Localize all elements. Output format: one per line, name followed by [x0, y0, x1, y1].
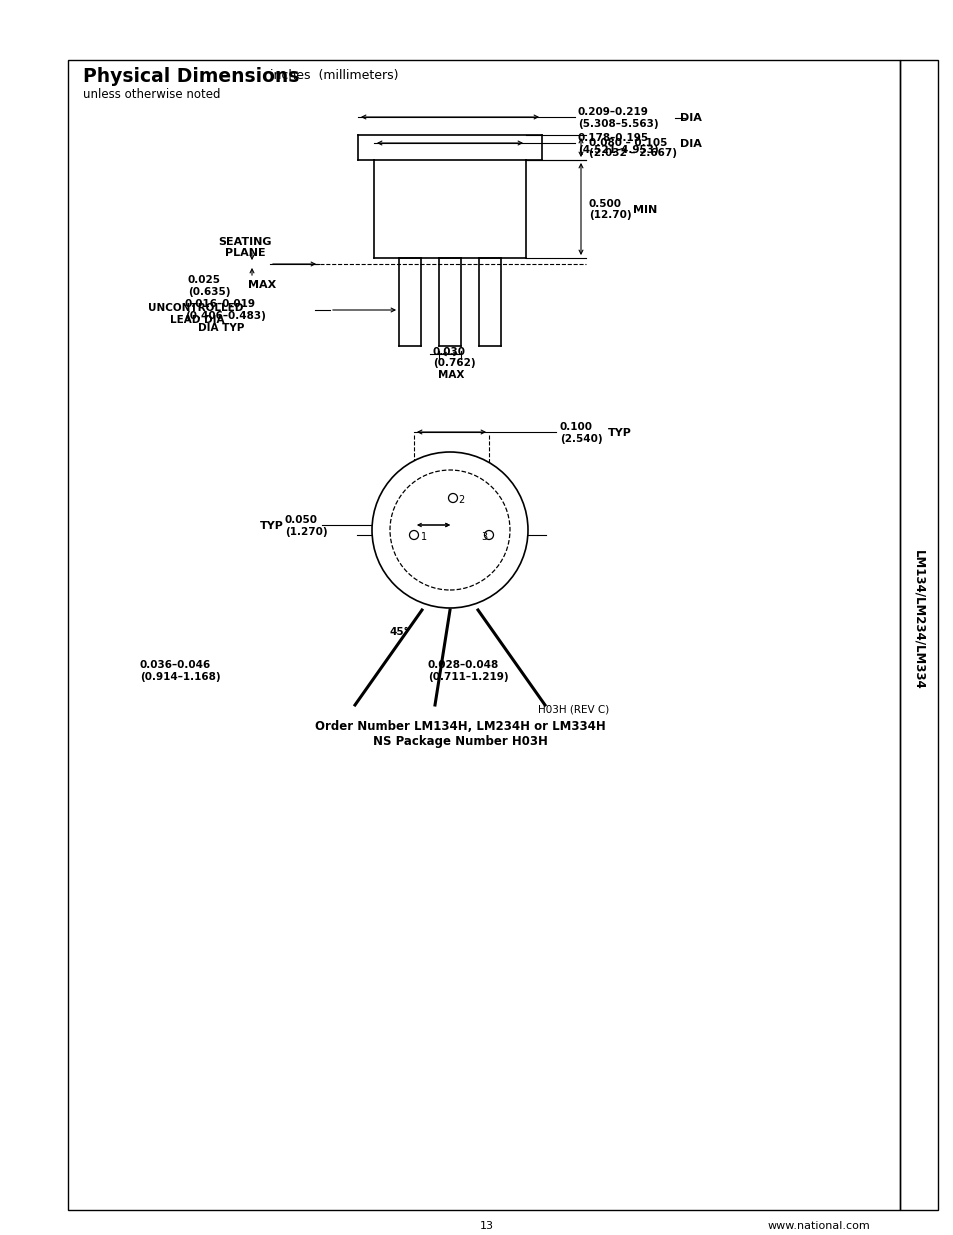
Text: LEAD DIA: LEAD DIA: [170, 315, 224, 325]
Text: (0.914–1.168): (0.914–1.168): [140, 672, 220, 682]
Text: 1: 1: [420, 532, 427, 542]
Bar: [68, 61, 899, 1210]
Text: (1.270): (1.270): [285, 527, 327, 537]
Text: SEATING: SEATING: [218, 237, 272, 247]
Circle shape: [484, 531, 493, 540]
Text: unless otherwise noted: unless otherwise noted: [83, 89, 220, 101]
Text: (5.308–5.563): (5.308–5.563): [578, 119, 658, 128]
Text: H03H (REV C): H03H (REV C): [537, 705, 609, 715]
Text: (12.70): (12.70): [588, 210, 631, 220]
Text: 0.100: 0.100: [559, 422, 593, 432]
Text: (2.540): (2.540): [559, 433, 602, 445]
Text: TYP: TYP: [607, 429, 631, 438]
Text: (2.032 – 2.667): (2.032 – 2.667): [588, 148, 677, 158]
Text: PLANE: PLANE: [225, 248, 265, 258]
Text: DIA TYP: DIA TYP: [198, 324, 244, 333]
Text: 0.209–0.219: 0.209–0.219: [578, 107, 648, 117]
Text: UNCONTROLLED: UNCONTROLLED: [148, 303, 243, 312]
Text: 0.025: 0.025: [188, 275, 221, 285]
Text: (0.635): (0.635): [188, 287, 231, 296]
Text: TYP: TYP: [260, 521, 284, 531]
Text: www.national.com: www.national.com: [766, 1221, 869, 1231]
Text: Physical Dimensions: Physical Dimensions: [83, 67, 299, 85]
Text: (0.762): (0.762): [433, 358, 476, 368]
Circle shape: [409, 531, 418, 540]
Text: 0.050: 0.050: [285, 515, 317, 525]
Text: DIA: DIA: [679, 112, 701, 124]
Text: 0.500: 0.500: [588, 199, 621, 209]
Text: (4.521–4.953): (4.521–4.953): [578, 144, 659, 156]
Text: 13: 13: [479, 1221, 494, 1231]
Text: (0.711–1.219): (0.711–1.219): [428, 672, 508, 682]
Text: 45°: 45°: [390, 627, 410, 637]
Text: MAX: MAX: [437, 370, 464, 380]
Text: 2: 2: [457, 495, 464, 505]
Text: Order Number LM134H, LM234H or LM334H: Order Number LM134H, LM234H or LM334H: [314, 720, 605, 734]
Text: MAX: MAX: [248, 280, 276, 290]
Text: 0.016–0.019: 0.016–0.019: [185, 299, 255, 309]
Text: 0.028–0.048: 0.028–0.048: [428, 659, 498, 671]
Text: 0.030: 0.030: [433, 347, 465, 357]
Text: (0.406–0.483): (0.406–0.483): [185, 311, 266, 321]
Text: NS Package Number H03H: NS Package Number H03H: [373, 735, 547, 747]
Text: 0.178–0.195: 0.178–0.195: [578, 133, 648, 143]
Text: 0.036–0.046: 0.036–0.046: [140, 659, 211, 671]
Text: inches  (millimeters): inches (millimeters): [262, 69, 398, 83]
Bar: [899, 61, 937, 1210]
Circle shape: [372, 452, 527, 608]
Text: LM134/LM234/LM334: LM134/LM234/LM334: [911, 550, 924, 690]
Text: 3: 3: [480, 532, 487, 542]
Text: 0.080 – 0.105: 0.080 – 0.105: [588, 137, 667, 147]
Circle shape: [448, 494, 457, 503]
Text: DIA: DIA: [679, 140, 701, 149]
Text: MIN: MIN: [633, 205, 657, 215]
